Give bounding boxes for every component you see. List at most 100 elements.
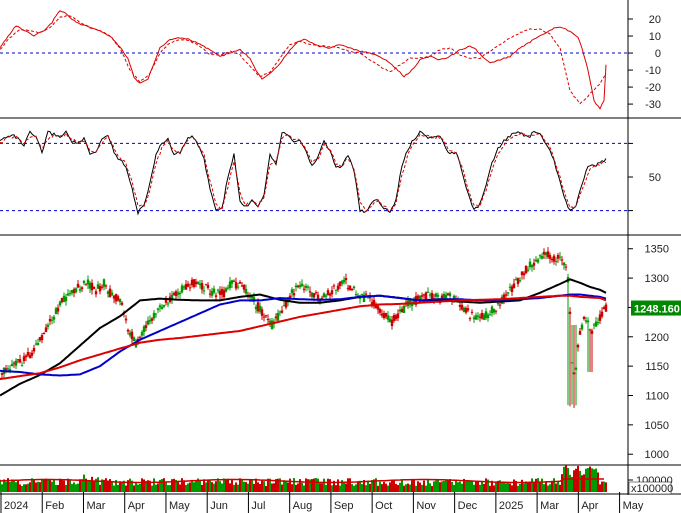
price-candle-body <box>90 282 94 291</box>
price-candle-body <box>270 320 274 330</box>
price-candle-body <box>244 288 248 294</box>
price-candle-body <box>118 298 122 303</box>
volume-bar <box>1 484 3 492</box>
price-candle-body <box>290 289 294 293</box>
volume-bar <box>497 480 499 492</box>
volume-bar <box>533 482 535 492</box>
price-candle-body <box>378 309 382 313</box>
price-candle-body <box>140 332 144 336</box>
volume-bar <box>233 484 235 492</box>
last-price-tag-bg <box>631 300 681 316</box>
volume-bar <box>117 484 119 492</box>
price-candle-body <box>268 320 272 323</box>
price-candle-body <box>468 318 472 320</box>
volume-bar <box>411 480 413 492</box>
price-candle-body <box>204 284 208 286</box>
volume-bar <box>181 478 183 492</box>
price-candle-body <box>70 289 74 294</box>
price-candle-body <box>444 294 448 299</box>
price-candle-body <box>354 294 358 296</box>
price-candle-body <box>226 287 230 289</box>
volume-bar <box>89 481 91 492</box>
volume-bar <box>325 484 327 492</box>
volume-bar <box>519 483 521 492</box>
volume-bar <box>105 478 107 492</box>
price-candle-body <box>228 281 232 289</box>
price-candle-body <box>486 314 490 319</box>
volume-bar <box>331 485 333 492</box>
volume-bar <box>273 483 275 492</box>
volume-bar <box>323 478 325 492</box>
volume-bar <box>47 479 49 492</box>
volume-bar <box>343 481 345 492</box>
oscillator-y-tick-label: -10 <box>645 65 661 77</box>
price-candle-body <box>462 307 466 313</box>
volume-bar <box>15 482 17 492</box>
price-candle-body <box>152 312 156 319</box>
price-candle-body <box>396 313 400 319</box>
volume-bar <box>371 480 373 492</box>
price-candle-body <box>212 288 216 293</box>
volume-bar <box>459 481 461 492</box>
volume-bar <box>109 479 111 492</box>
price-candle-body <box>224 288 228 292</box>
price-candle-body <box>120 302 124 305</box>
volume-bar <box>601 481 603 492</box>
price-candle-body <box>386 315 390 320</box>
price-candle-body <box>576 344 580 348</box>
price-moving-average-3 <box>0 294 607 381</box>
volume-multiplier-label: x100000 <box>631 483 673 495</box>
volume-bar <box>279 478 281 492</box>
volume-bar <box>317 478 319 492</box>
price-candle-body <box>180 285 184 293</box>
volume-bar <box>605 482 607 492</box>
price-candle-body <box>534 259 538 262</box>
volume-bar <box>247 483 249 492</box>
price-candle-body <box>82 280 86 283</box>
volume-bar <box>381 484 383 492</box>
volume-bar <box>505 483 507 492</box>
price-candle-body <box>556 254 560 259</box>
price-candle-body <box>186 283 190 287</box>
price-candle-body <box>64 297 68 302</box>
volume-bar <box>229 483 231 492</box>
volume-bar <box>91 476 93 492</box>
volume-bar <box>245 482 247 492</box>
volume-bar <box>521 479 523 492</box>
volume-bar <box>447 479 449 492</box>
volume-bar <box>321 483 323 492</box>
volume-bar <box>251 480 253 492</box>
price-candle-body <box>176 292 180 295</box>
volume-bar <box>451 481 453 492</box>
volume-bar <box>397 485 399 492</box>
volume-bar <box>277 478 279 492</box>
volume-bar <box>435 480 437 492</box>
price-candle-body <box>370 302 374 307</box>
price-candle-body <box>40 335 44 341</box>
price-candle-body <box>416 295 420 299</box>
stochastic-y-tick-label: 50 <box>649 172 661 184</box>
price-candle-body <box>320 297 324 299</box>
volume-bar <box>59 478 61 492</box>
price-candle-body <box>324 295 328 297</box>
volume-bar <box>477 480 479 492</box>
volume-bar <box>329 479 331 492</box>
price-candle-body <box>132 337 136 341</box>
price-candle-body <box>408 299 412 305</box>
volume-bar <box>183 480 185 492</box>
volume-bar <box>133 485 135 492</box>
price-candle-body <box>110 292 114 296</box>
price-y-tick-label: 1200 <box>645 332 669 344</box>
volume-bar <box>215 481 217 492</box>
volume-bar <box>445 480 447 492</box>
price-candle-body <box>148 320 152 322</box>
volume-bar <box>83 474 85 492</box>
price-candle-body <box>172 293 176 296</box>
volume-bar <box>29 482 31 492</box>
volume-bar <box>23 484 25 492</box>
price-candle-body <box>62 295 66 303</box>
price-candle-body <box>86 279 90 285</box>
volume-bar <box>205 482 207 492</box>
price-candle-body <box>540 255 544 259</box>
volume-bar <box>525 481 527 492</box>
